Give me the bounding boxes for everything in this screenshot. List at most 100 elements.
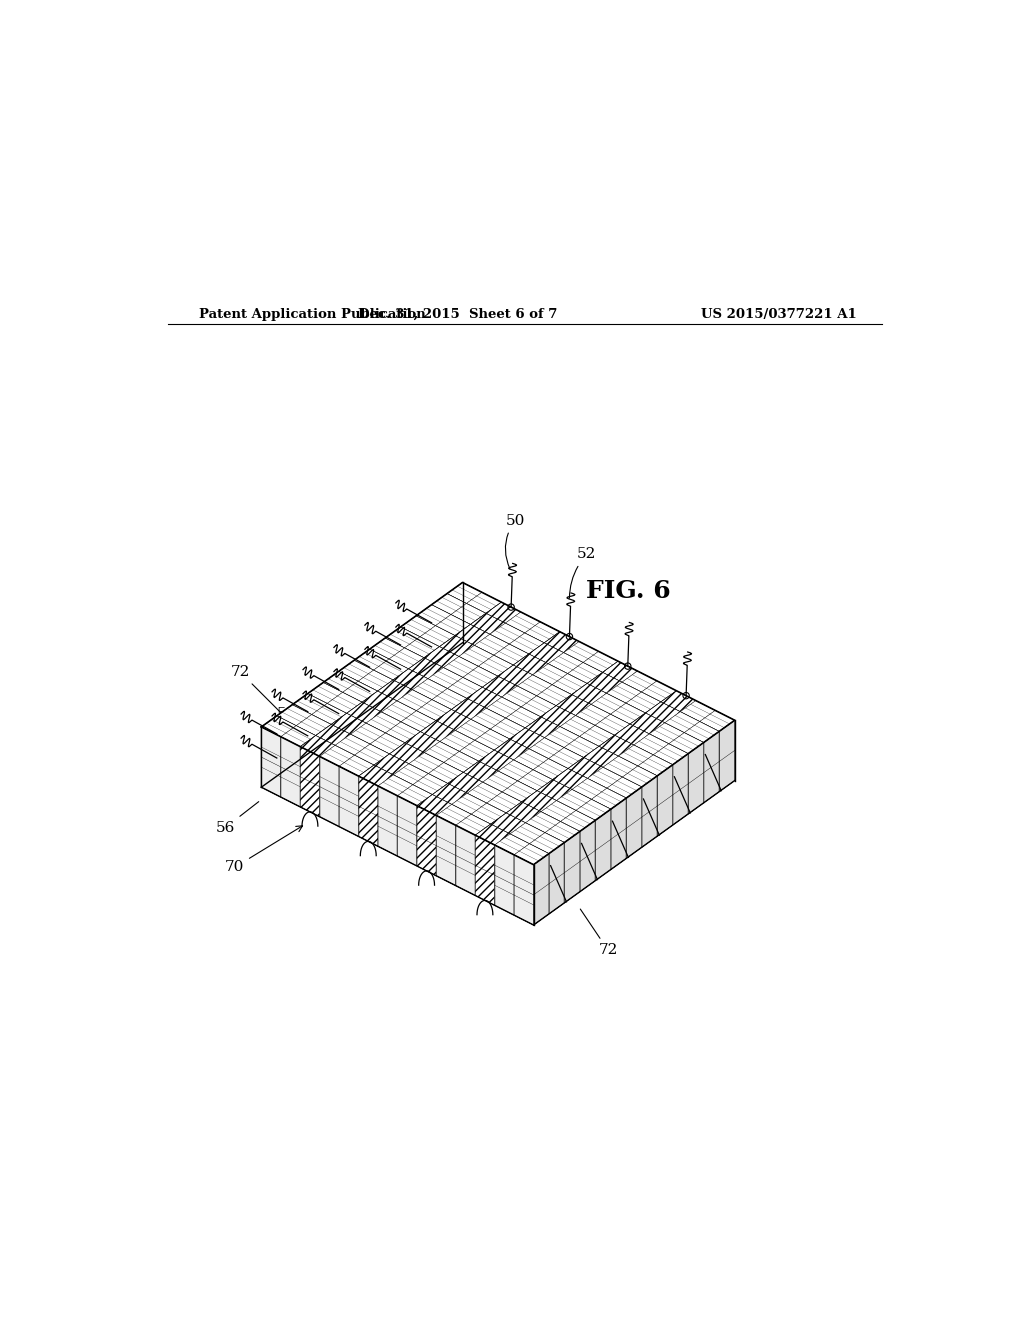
Polygon shape bbox=[486, 792, 521, 813]
Polygon shape bbox=[606, 682, 641, 704]
Polygon shape bbox=[703, 731, 719, 803]
Polygon shape bbox=[432, 689, 467, 709]
Polygon shape bbox=[474, 634, 509, 655]
Polygon shape bbox=[479, 750, 514, 771]
Polygon shape bbox=[347, 702, 382, 723]
Polygon shape bbox=[378, 785, 397, 857]
Polygon shape bbox=[495, 845, 514, 915]
Polygon shape bbox=[571, 684, 606, 705]
Polygon shape bbox=[452, 698, 486, 719]
Polygon shape bbox=[397, 796, 417, 866]
Polygon shape bbox=[467, 593, 502, 614]
Polygon shape bbox=[545, 726, 580, 747]
Polygon shape bbox=[614, 725, 649, 744]
Polygon shape bbox=[354, 744, 389, 766]
Polygon shape bbox=[358, 776, 378, 846]
Polygon shape bbox=[564, 832, 580, 903]
Polygon shape bbox=[673, 754, 688, 825]
Polygon shape bbox=[607, 777, 642, 799]
Polygon shape bbox=[514, 855, 534, 925]
Polygon shape bbox=[525, 717, 560, 738]
Text: FIG. 6: FIG. 6 bbox=[586, 579, 671, 603]
Polygon shape bbox=[475, 836, 495, 906]
Polygon shape bbox=[660, 690, 696, 711]
Polygon shape bbox=[618, 744, 653, 766]
Polygon shape bbox=[538, 780, 572, 800]
Polygon shape bbox=[486, 697, 521, 718]
Polygon shape bbox=[436, 804, 471, 825]
Polygon shape bbox=[626, 692, 660, 713]
Polygon shape bbox=[510, 822, 545, 843]
Text: 58: 58 bbox=[278, 692, 336, 721]
Polygon shape bbox=[470, 614, 506, 634]
Polygon shape bbox=[645, 702, 680, 723]
Polygon shape bbox=[506, 612, 541, 634]
Polygon shape bbox=[634, 734, 669, 755]
Polygon shape bbox=[478, 655, 513, 676]
Polygon shape bbox=[276, 705, 311, 726]
Polygon shape bbox=[393, 669, 428, 690]
Polygon shape bbox=[595, 714, 630, 735]
Polygon shape bbox=[447, 772, 482, 793]
Polygon shape bbox=[521, 791, 557, 812]
Polygon shape bbox=[680, 701, 715, 722]
Polygon shape bbox=[541, 800, 575, 821]
Polygon shape bbox=[564, 737, 599, 758]
Polygon shape bbox=[688, 742, 703, 814]
Polygon shape bbox=[510, 727, 545, 748]
Polygon shape bbox=[627, 787, 642, 858]
Polygon shape bbox=[404, 731, 440, 752]
Polygon shape bbox=[378, 680, 413, 701]
Polygon shape bbox=[456, 814, 490, 836]
Polygon shape bbox=[532, 664, 567, 685]
Polygon shape bbox=[281, 737, 300, 807]
Polygon shape bbox=[261, 727, 281, 797]
Polygon shape bbox=[416, 605, 451, 626]
Polygon shape bbox=[424, 647, 459, 668]
Polygon shape bbox=[436, 709, 471, 730]
Polygon shape bbox=[397, 796, 417, 866]
Polygon shape bbox=[339, 767, 358, 837]
Polygon shape bbox=[611, 799, 627, 870]
Text: Patent Application Publication: Patent Application Publication bbox=[200, 308, 426, 321]
Polygon shape bbox=[389, 648, 424, 669]
Polygon shape bbox=[389, 743, 424, 764]
Polygon shape bbox=[622, 671, 657, 692]
Polygon shape bbox=[378, 775, 413, 796]
Polygon shape bbox=[451, 603, 486, 624]
Polygon shape bbox=[514, 748, 549, 770]
Polygon shape bbox=[627, 787, 642, 858]
Polygon shape bbox=[358, 671, 393, 692]
Polygon shape bbox=[580, 820, 595, 892]
Polygon shape bbox=[443, 656, 478, 677]
Polygon shape bbox=[529, 738, 564, 759]
Polygon shape bbox=[514, 855, 534, 925]
Polygon shape bbox=[343, 681, 378, 702]
Polygon shape bbox=[649, 723, 684, 743]
Polygon shape bbox=[413, 774, 447, 795]
Polygon shape bbox=[350, 723, 385, 744]
Polygon shape bbox=[556, 694, 591, 715]
Polygon shape bbox=[475, 836, 495, 906]
Polygon shape bbox=[549, 842, 564, 913]
Polygon shape bbox=[308, 682, 343, 704]
Polygon shape bbox=[630, 713, 665, 734]
Polygon shape bbox=[486, 602, 521, 623]
Polygon shape bbox=[495, 739, 529, 760]
Polygon shape bbox=[463, 667, 498, 688]
Polygon shape bbox=[563, 642, 599, 663]
Polygon shape bbox=[435, 615, 470, 635]
Polygon shape bbox=[452, 793, 486, 814]
Polygon shape bbox=[467, 688, 502, 709]
Polygon shape bbox=[490, 813, 525, 834]
Polygon shape bbox=[592, 788, 627, 809]
Polygon shape bbox=[397, 784, 432, 805]
Polygon shape bbox=[509, 634, 544, 653]
Polygon shape bbox=[300, 735, 335, 756]
Polygon shape bbox=[529, 833, 564, 854]
Polygon shape bbox=[409, 752, 443, 774]
Polygon shape bbox=[506, 801, 541, 822]
Polygon shape bbox=[362, 692, 397, 711]
Polygon shape bbox=[572, 779, 607, 800]
Polygon shape bbox=[584, 746, 618, 767]
